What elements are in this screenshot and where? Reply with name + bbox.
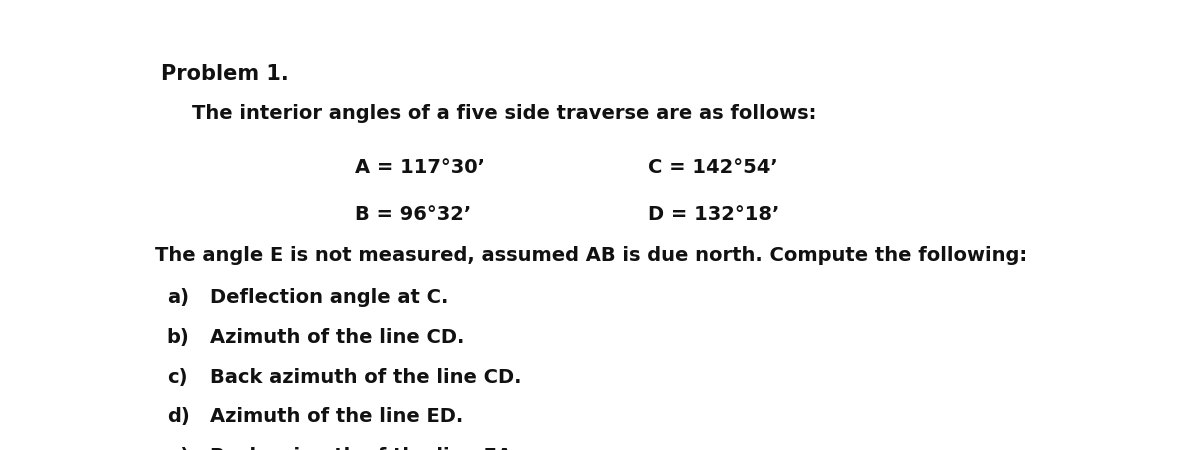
Text: Azimuth of the line CD.: Azimuth of the line CD.: [210, 328, 464, 347]
Text: The angle E is not measured, assumed AB is due north. Compute the following:: The angle E is not measured, assumed AB …: [155, 246, 1027, 266]
Text: A = 117°30’: A = 117°30’: [355, 158, 485, 177]
Text: C = 142°54’: C = 142°54’: [648, 158, 778, 177]
Text: The interior angles of a five side traverse are as follows:: The interior angles of a five side trave…: [192, 104, 816, 123]
Text: Back azimuth of the line CD.: Back azimuth of the line CD.: [210, 368, 522, 387]
Text: Problem 1.: Problem 1.: [161, 64, 289, 85]
Text: b): b): [167, 328, 190, 347]
Text: d): d): [167, 407, 190, 427]
Text: Deflection angle at C.: Deflection angle at C.: [210, 288, 449, 307]
Text: B = 96°32’: B = 96°32’: [355, 205, 470, 224]
Text: e): e): [167, 447, 188, 450]
Text: a): a): [167, 288, 188, 307]
Text: c): c): [167, 368, 187, 387]
Text: Back azimuth of the line EA.: Back azimuth of the line EA.: [210, 447, 521, 450]
Text: D = 132°18’: D = 132°18’: [648, 205, 779, 224]
Text: Azimuth of the line ED.: Azimuth of the line ED.: [210, 407, 463, 427]
